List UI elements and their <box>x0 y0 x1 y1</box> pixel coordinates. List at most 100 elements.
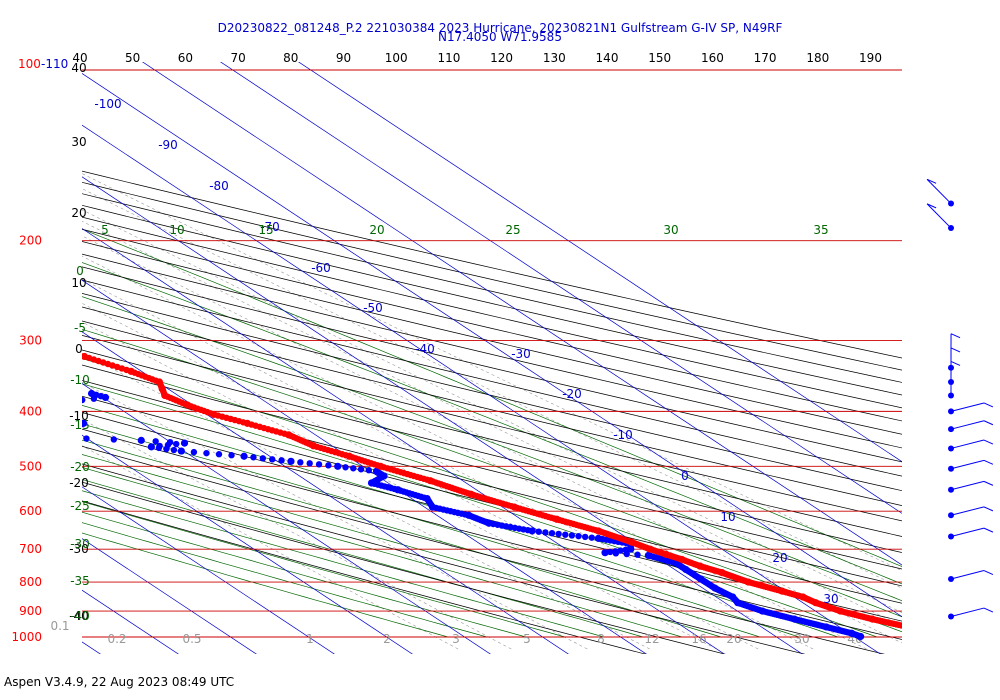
wind-barb <box>926 203 954 232</box>
temperature-trace <box>1 327 7 333</box>
temperature-trace <box>307 441 315 448</box>
theta-w-label: -30 <box>70 537 90 551</box>
dewpoint-trace <box>297 459 304 466</box>
dewpoint-trace <box>357 466 365 473</box>
moist-adiabat-label: 30 <box>663 223 678 237</box>
height-label: 40 <box>71 61 86 75</box>
temperature-trace <box>423 476 431 483</box>
isotherm-line <box>82 434 413 654</box>
dewpoint-point <box>42 405 49 412</box>
pressure-label: 200 <box>19 234 42 248</box>
pressure-label: 300 <box>19 334 42 348</box>
mixing-ratio-label: 8 <box>597 632 605 646</box>
temperature-trace <box>909 625 915 631</box>
dewpoint-trace <box>49 432 55 438</box>
dewpoint-trace <box>45 407 51 413</box>
moist-adiabat-label: 20 <box>369 223 384 237</box>
temperature-trace <box>82 352 83 358</box>
theta-w-label: 0 <box>76 264 84 278</box>
temperature-trace <box>925 628 931 634</box>
dewpoint-point <box>240 452 248 460</box>
dewpoint-trace <box>617 547 624 554</box>
mixing-ratio-label: 12 <box>644 632 659 646</box>
dewpoint-trace <box>548 529 556 537</box>
dewpoint-trace <box>365 467 372 474</box>
moist-adiabat-line <box>82 522 488 638</box>
isotherm-label: 30 <box>823 592 838 606</box>
dry-adiabat-line <box>82 463 806 654</box>
temperature-trace <box>939 631 945 637</box>
moist-adiabat-line <box>82 423 800 638</box>
temperature-trace <box>900 623 902 629</box>
wind-barb-feather <box>926 203 937 209</box>
mixing-ratio-line <box>82 445 459 650</box>
dry-adiabat-line <box>82 428 902 640</box>
dewpoint-point <box>41 430 48 437</box>
moist-adiabat-line <box>82 511 527 638</box>
dewpoint-trace <box>60 427 66 433</box>
dewpoint-trace <box>97 392 105 400</box>
wind-barb-staff <box>950 480 985 491</box>
isotherm-line <box>142 62 902 566</box>
wind-barb-staff <box>950 506 985 516</box>
moist-adiabat-label: 5 <box>101 223 109 237</box>
mixing-ratio-line <box>82 173 902 572</box>
wind-barb-feather <box>983 459 994 465</box>
dewpoint-trace <box>60 413 66 419</box>
isotherm-label: 10 <box>720 510 735 524</box>
temperature-trace <box>62 347 68 353</box>
dewpoint-trace <box>535 528 542 535</box>
wind-barb-staff <box>950 420 985 430</box>
theta-w-label: -20 <box>70 460 90 474</box>
dewpoint-trace <box>57 412 63 418</box>
isotherm-label: -70 <box>260 220 280 234</box>
temperature-trace <box>941 631 947 637</box>
isotherm-line <box>298 62 902 463</box>
height-label: 30 <box>71 135 86 149</box>
dewpoint-trace <box>48 403 54 409</box>
dewpoint-trace <box>524 526 532 534</box>
dewpoint-point <box>334 462 342 470</box>
dry-adiabat-line <box>82 500 647 654</box>
temperature-trace <box>907 624 913 630</box>
theta-w-label: -15 <box>70 418 90 432</box>
isotherm-line <box>82 124 881 654</box>
isotherm-line <box>82 383 491 654</box>
temperature-point <box>934 630 941 637</box>
height-label: -30 <box>69 542 89 556</box>
theta-w-label: -40 <box>70 609 90 623</box>
dewpoint-trace <box>612 550 620 557</box>
dewpoint-trace <box>215 451 223 458</box>
temperature-trace <box>48 342 54 348</box>
dry-adiabat-line <box>82 293 902 492</box>
dry-adiabat-line <box>82 364 902 570</box>
temperature-trace <box>43 341 49 347</box>
wind-barb <box>948 439 994 452</box>
footer-version: Aspen V3.4.9, 22 Aug 2023 08:49 UTC <box>4 675 235 689</box>
mixing-ratio-label: 30 <box>794 632 809 646</box>
pressure-label: 500 <box>19 459 42 473</box>
pressure-label: 1000 <box>11 630 42 644</box>
dewpoint-point <box>137 436 145 444</box>
temperature-trace <box>923 628 929 634</box>
dewpoint-trace <box>350 465 357 472</box>
moist-adiabat-line <box>82 532 449 638</box>
dewpoint-trace <box>90 395 98 402</box>
dewpoint-trace <box>53 401 59 407</box>
dewpoint-trace <box>82 396 86 404</box>
isotherm-label: -100 <box>94 97 121 111</box>
dewpoint-trace <box>581 533 589 541</box>
dewpoint-trace <box>170 446 178 454</box>
dewpoint-trace <box>163 445 170 453</box>
moist-adiabat-line <box>82 467 683 638</box>
isotherm-line <box>82 538 257 654</box>
wind-barb <box>948 480 994 493</box>
dewpoint-trace <box>82 421 84 428</box>
temperature-trace <box>465 490 472 497</box>
top-axis-tick: 120 <box>490 51 513 65</box>
wind-barb <box>948 420 994 433</box>
sounding-data <box>1 327 947 641</box>
dewpoint-trace <box>67 398 73 404</box>
temperature-trace <box>930 629 936 635</box>
